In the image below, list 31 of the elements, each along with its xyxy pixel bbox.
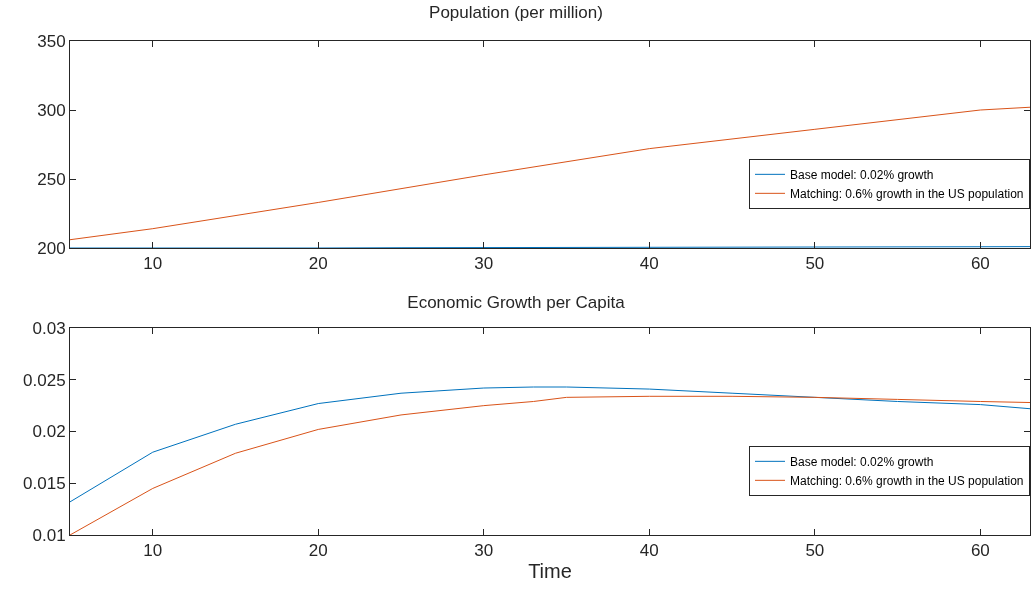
x-tick-label: 40 (639, 541, 659, 561)
y-tick-label: 0.025 (23, 370, 66, 390)
x-tick-label: 10 (143, 541, 163, 561)
y-tick-label: 0.03 (32, 318, 66, 338)
y-tick-label: 0.01 (32, 525, 66, 545)
x-tick-label: 40 (639, 254, 659, 274)
chart-title: Population (per million) (429, 2, 603, 22)
y-tick-label: 350 (37, 31, 66, 51)
line-series (70, 395, 1030, 535)
legend-label: Matching: 0.6% growth in the US population (790, 187, 1024, 202)
x-axis-title: Time (528, 559, 572, 582)
x-tick-label: 20 (308, 254, 328, 274)
line-series (70, 106, 1030, 241)
x-tick-label: 50 (805, 541, 825, 561)
x-tick-label: 30 (474, 541, 494, 561)
legend-label: Matching: 0.6% growth in the US population (790, 474, 1024, 489)
x-tick-label: 20 (308, 541, 328, 561)
legend-label: Base model: 0.02% growth (790, 455, 934, 470)
x-tick-label: 10 (143, 254, 163, 274)
line-series (70, 386, 1030, 503)
x-tick-label: 60 (970, 541, 990, 561)
y-tick-label: 200 (37, 238, 66, 258)
x-tick-label: 50 (805, 254, 825, 274)
x-tick-label: 30 (474, 254, 494, 274)
x-tick-label: 60 (970, 254, 990, 274)
chart-title: Economic Growth per Capita (407, 292, 626, 312)
legend-label: Base model: 0.02% growth (790, 168, 934, 183)
y-tick-label: 250 (37, 169, 66, 189)
y-tick-label: 300 (37, 100, 66, 120)
y-tick-label: 0.015 (23, 474, 66, 494)
y-tick-label: 0.02 (32, 422, 66, 442)
